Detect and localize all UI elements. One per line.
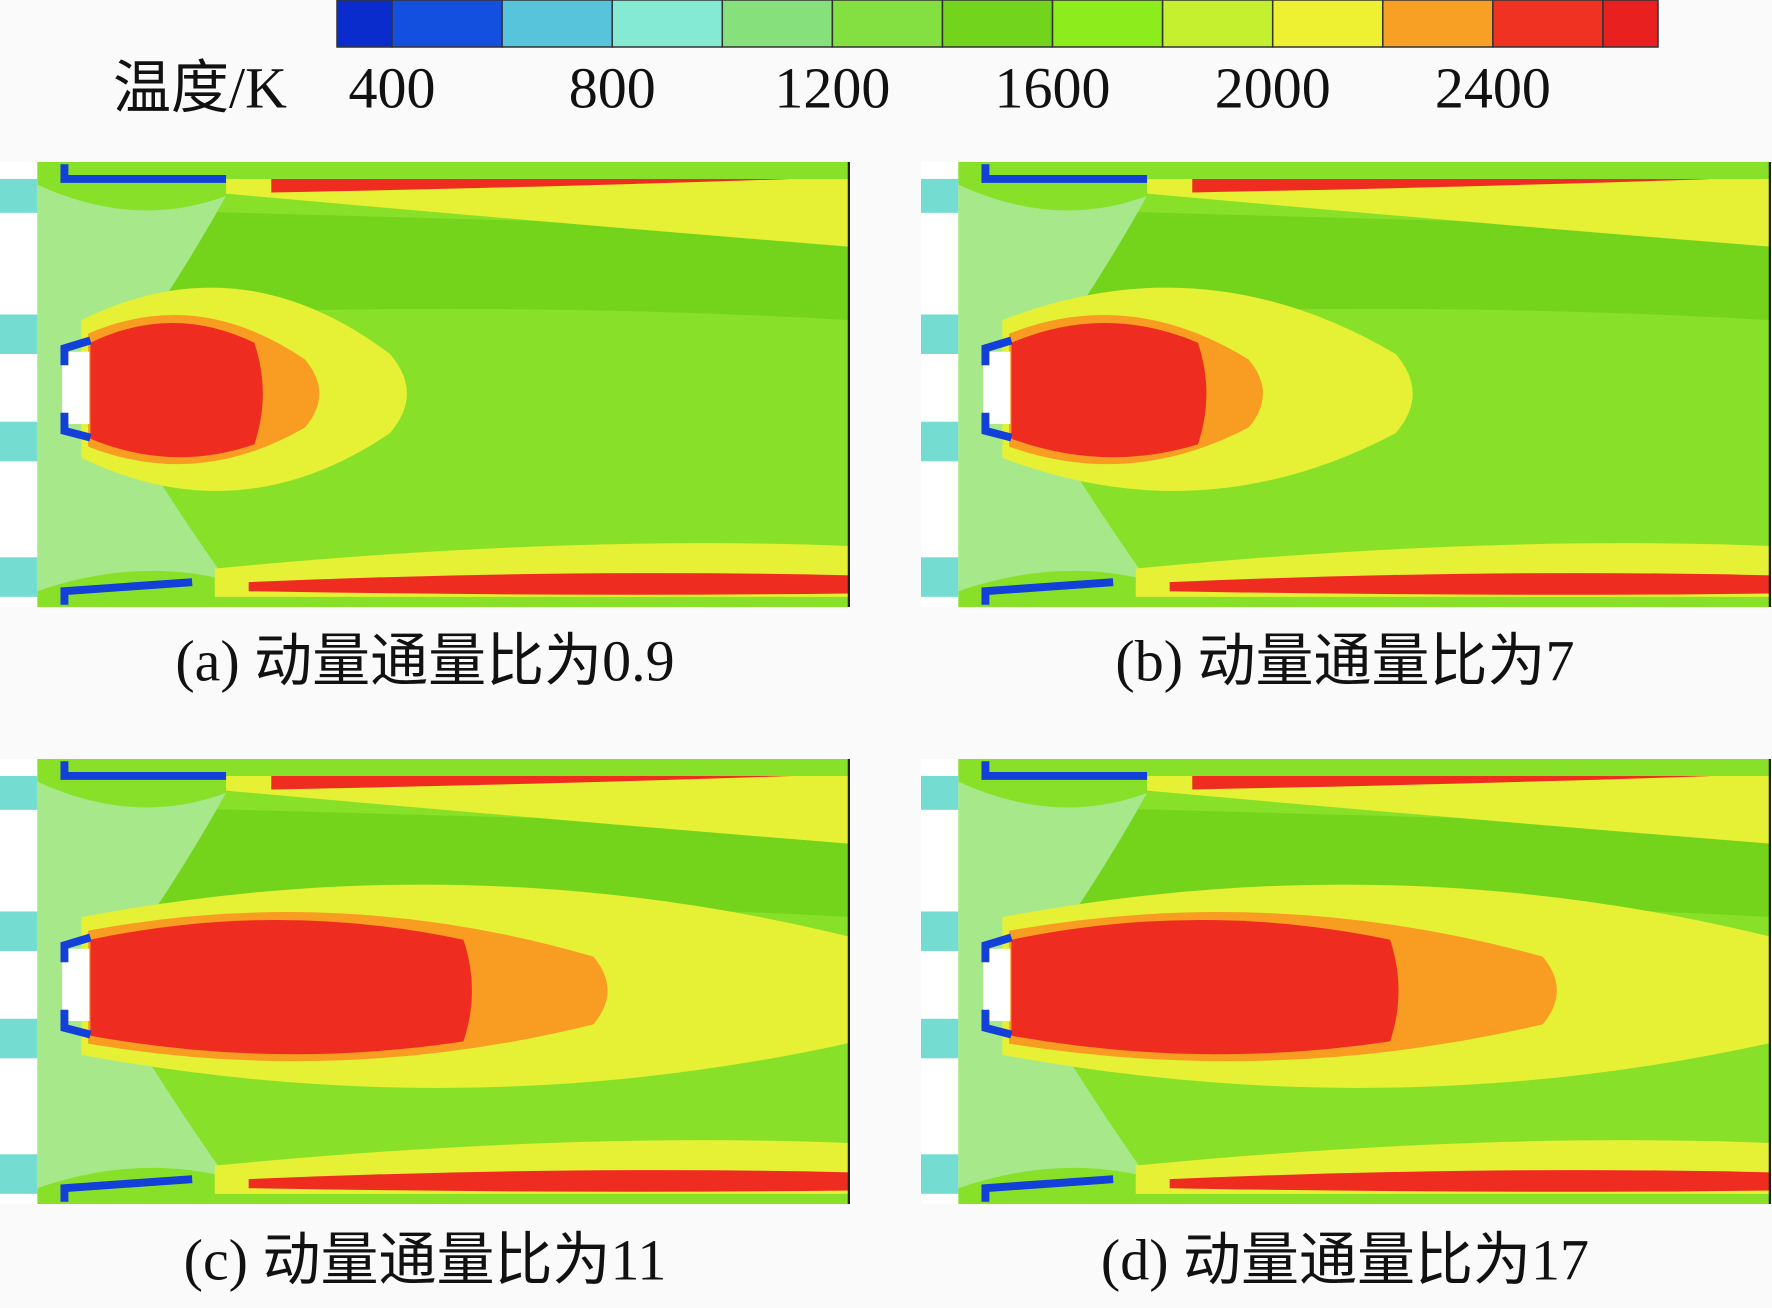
- inlet-wall: [921, 759, 959, 1204]
- contour-region: [1147, 178, 1771, 247]
- inlet-wall: [0, 759, 38, 1204]
- inlet-wall: [0, 162, 38, 607]
- colorbar-segment: [1051, 0, 1164, 48]
- colorbar-segment: [501, 0, 613, 48]
- contour-region: [1169, 1170, 1771, 1192]
- colorbar-segment: [1382, 0, 1494, 48]
- contour-region: [958, 781, 1148, 1189]
- wall-bracket: [60, 933, 92, 963]
- wall-bracket: [981, 1175, 1114, 1202]
- contour-region: [1147, 775, 1771, 844]
- colorbar-segment: [391, 0, 503, 48]
- wall-bracket: [60, 1009, 92, 1039]
- contour-region: [37, 781, 227, 1189]
- contour-region: [90, 919, 472, 1055]
- inlet-stream: [0, 1154, 38, 1194]
- inlet-stream: [0, 911, 38, 952]
- inlet-wall: [921, 162, 959, 607]
- inlet-stream: [921, 911, 959, 952]
- inlet-stream: [921, 1018, 959, 1059]
- colorbar-tick-label: 2000: [1215, 55, 1331, 120]
- contour-region: [90, 322, 263, 458]
- inlet-stream: [921, 775, 959, 810]
- contour-region: [1011, 322, 1207, 458]
- contour-panel: [0, 759, 850, 1204]
- contour-region: [958, 804, 1771, 918]
- wall-bracket: [981, 933, 1013, 963]
- colorbar-segment: [611, 0, 724, 48]
- colorbar-segment: [1161, 0, 1274, 48]
- panel-caption: (a) 动量通量比为0.9: [175, 628, 674, 693]
- colorbar-tick-label: 1600: [995, 55, 1111, 120]
- contour-region: [1169, 573, 1771, 595]
- panel-caption: (c) 动量通量比为11: [184, 1227, 667, 1292]
- contour-region: [37, 184, 227, 592]
- contour-panel: [921, 759, 1771, 1204]
- colorbar-tick-label: 800: [569, 55, 656, 120]
- wall-bracket: [60, 761, 227, 780]
- inlet-stream: [921, 1154, 959, 1194]
- colorbar-tick-label: 1200: [774, 55, 890, 120]
- contour-region: [1192, 178, 1713, 193]
- inlet-stream: [921, 421, 959, 462]
- contour-region: [226, 775, 850, 844]
- contour-panel: [921, 162, 1771, 607]
- wall-bracket: [981, 164, 1148, 183]
- colorbar-segment: [1271, 0, 1384, 48]
- wall-bracket: [60, 336, 92, 366]
- colorbar-segment: [1602, 0, 1659, 48]
- contour-region: [1011, 919, 1399, 1055]
- wall-bracket: [60, 578, 193, 605]
- wall-bracket: [981, 578, 1114, 605]
- contour-region: [958, 184, 1148, 592]
- contour-region: [271, 775, 792, 790]
- contour-panel: [0, 162, 850, 607]
- colorbar-segment: [721, 0, 834, 48]
- inlet-stream: [0, 178, 38, 213]
- wall-bracket: [981, 761, 1148, 780]
- wall-bracket: [981, 336, 1013, 366]
- inlet-stream: [0, 1018, 38, 1059]
- panel-caption: (b) 动量通量比为7: [1115, 628, 1574, 693]
- inlet-stream: [921, 557, 959, 597]
- colorbar-segment: [1492, 0, 1604, 48]
- wall-bracket: [981, 412, 1013, 442]
- panel-caption: (d) 动量通量比为17: [1101, 1227, 1589, 1292]
- contour-region: [1192, 775, 1713, 790]
- wall-bracket: [981, 1009, 1013, 1039]
- wall-bracket: [60, 1175, 193, 1202]
- wall-bracket: [60, 412, 92, 442]
- contour-region: [271, 178, 792, 193]
- colorbar-segment: [941, 0, 1054, 48]
- inlet-stream: [0, 557, 38, 597]
- wall-bracket: [60, 164, 227, 183]
- colorbar-tick-label: 2400: [1435, 55, 1551, 120]
- contour-region: [248, 573, 850, 595]
- colorbar-segment: [831, 0, 944, 48]
- inlet-stream: [0, 314, 38, 355]
- inlet-stream: [921, 178, 959, 213]
- contour-region: [248, 1170, 850, 1192]
- inlet-stream: [921, 314, 959, 355]
- colorbar-tick-label: 400: [349, 55, 436, 120]
- inlet-stream: [0, 775, 38, 810]
- contour-region: [226, 178, 850, 247]
- inlet-stream: [0, 421, 38, 462]
- colorbar-segment: [336, 0, 393, 48]
- contour-region: [37, 804, 850, 918]
- colorbar-label: 温度/K: [113, 55, 287, 120]
